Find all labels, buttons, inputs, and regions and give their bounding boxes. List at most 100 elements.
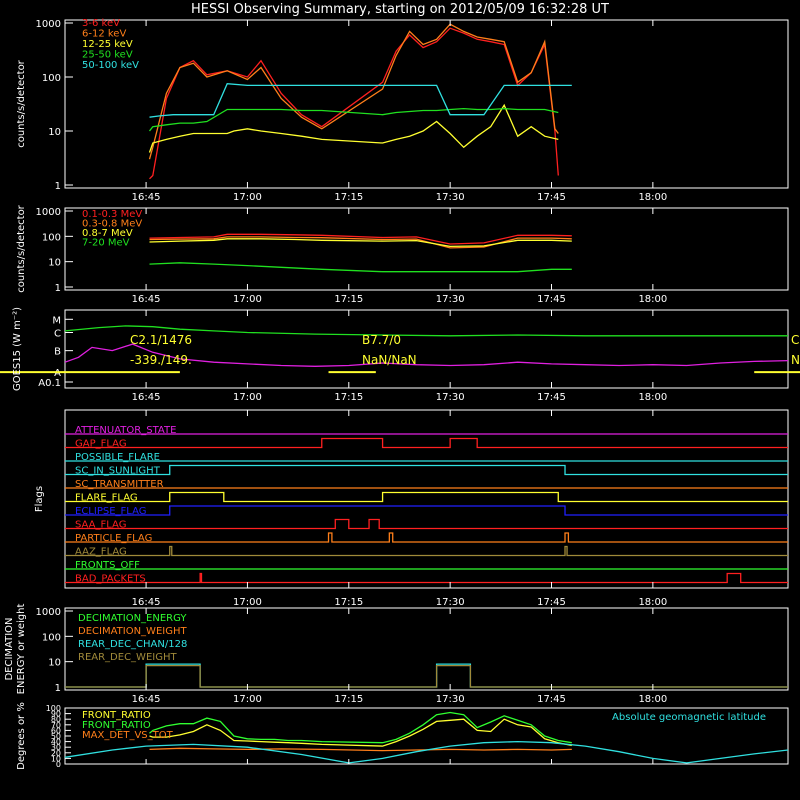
decimation-legend-entry: DECIMATION_ENERGY — [78, 613, 187, 624]
decimation-legend-entry: REAR_DEC_CHAN/128 — [78, 639, 187, 650]
flag-trace — [65, 464, 788, 476]
count-rates-series-line — [149, 27, 559, 180]
count-rates-legend-entry: 25-50 keV — [82, 50, 133, 61]
goes-ytick-label: M — [52, 315, 61, 326]
high-energy-tick-label: 17:15 — [334, 294, 363, 305]
ratios-ylabel: Degrees or % — [16, 702, 27, 770]
count-rates-legend-entry: 50-100 keV — [82, 60, 139, 71]
flag-label: FRONTS_OFF — [75, 560, 140, 571]
high-energy-frame — [64, 207, 789, 291]
goes-annotation: -339./149. — [130, 353, 192, 367]
high-energy-ytick-label: 1000 — [36, 207, 61, 218]
ratios-legend-entry: MAX_DET_VS_TOT — [82, 730, 174, 741]
goes-tick-label: 17:00 — [233, 392, 262, 403]
flag-label: SAA_FLAG — [75, 520, 126, 531]
flag-trace — [65, 572, 788, 584]
decimation-legend-entry: REAR_DEC_WEIGHT — [78, 652, 177, 663]
flag-label: GAP_FLAG — [75, 439, 127, 450]
goes-tick-label: 18:00 — [638, 392, 667, 403]
count-rates-series-line — [148, 107, 559, 132]
count-rates-series-line — [149, 83, 572, 118]
flags-frame — [64, 409, 789, 589]
ratios-ytick-label: 50 — [51, 732, 61, 741]
ratios-series-line — [149, 718, 572, 747]
high-energy-legend-entry: 0.1-0.3 MeV — [82, 209, 142, 220]
flags-tick-label: 17:30 — [436, 597, 465, 608]
flag-trace — [65, 532, 788, 543]
count-rates-ytick-label: 1000 — [36, 19, 61, 30]
count-rates-legend-entry: 3-6 keV — [82, 18, 120, 29]
flag-trace — [65, 505, 788, 516]
count-rates-tick-label: 17:15 — [334, 192, 363, 203]
flag-trace — [65, 518, 788, 530]
decimation-ytick-label: 10 — [48, 658, 61, 669]
flags-tick-label: 17:45 — [537, 597, 566, 608]
high-energy-ytick-label: 100 — [42, 232, 61, 243]
flag-label: AAZ_FLAG — [75, 547, 127, 558]
decimation-ylabel: ENERGY or weight — [16, 604, 27, 695]
ratios-series-line — [149, 747, 572, 752]
flag-trace — [65, 545, 788, 557]
count-rates-ytick-label: 1 — [55, 181, 61, 192]
flag-trace — [65, 437, 788, 449]
decimation-tick-label: 16:45 — [132, 694, 161, 705]
high-energy-legend-entry: 7-20 MeV — [82, 238, 130, 249]
high-energy-tick-label: 18:00 — [638, 294, 667, 305]
high-energy-tick-label: 17:00 — [233, 294, 262, 305]
decimation-tick-label: 17:45 — [537, 694, 566, 705]
flags-tick-label: 17:00 — [233, 597, 262, 608]
high-energy-tick-label: 17:30 — [436, 294, 465, 305]
high-energy-tick-label: 17:45 — [537, 294, 566, 305]
high-energy-legend-entry: 0.8-7 MeV — [82, 228, 133, 239]
ratios-ytick-label: 80 — [51, 715, 61, 724]
decimation-tick-label: 17:00 — [233, 694, 262, 705]
high-energy-ytick-label: 10 — [48, 258, 61, 269]
count-rates-frame — [64, 19, 789, 189]
high-energy-tick-label: 16:45 — [132, 294, 161, 305]
flag-label: FLARE_FLAG — [75, 493, 138, 504]
high-energy-legend-entry: 0.3-0.8 MeV — [82, 219, 142, 230]
count-rates-tick-label: 17:00 — [233, 192, 262, 203]
high-energy-series-line — [149, 262, 572, 273]
high-energy-series-line — [149, 233, 572, 245]
high-energy-ylabel: counts/s/detector — [16, 204, 27, 292]
goes-ytick-label: A — [54, 368, 61, 379]
count-rates-series-line — [148, 103, 559, 153]
flags-tick-label: 17:15 — [334, 597, 363, 608]
count-rates-ylabel: counts/s/detector — [16, 59, 27, 147]
ratios-ytick-label: 70 — [51, 721, 61, 730]
ratios-ytick-label: 60 — [51, 726, 61, 735]
decimation-ytick-label: 100 — [42, 632, 61, 643]
flag-label: SC_TRANSMITTER — [75, 479, 164, 490]
high-energy-series-line — [149, 238, 572, 248]
decimation-tick-label: 18:00 — [638, 694, 667, 705]
goes-series-line — [64, 325, 788, 337]
decimation-tick-label: 17:30 — [436, 694, 465, 705]
ratios-ytick-label: 20 — [51, 749, 61, 758]
decimation-legend-entry: DECIMATION_WEIGHT — [78, 626, 187, 637]
goes-annotation: C — [791, 333, 799, 347]
ratios-annotation: Absolute geomagnetic latitude — [612, 712, 766, 723]
count-rates-tick-label: 16:45 — [132, 192, 161, 203]
count-rates-tick-label: 17:30 — [436, 192, 465, 203]
decimation-ylabel: DECIMATION — [4, 617, 15, 680]
decimation-series-line — [65, 664, 788, 688]
decimation-ytick-label: 1 — [55, 683, 61, 694]
decimation-frame — [64, 607, 789, 691]
ratios-ytick-label: 40 — [51, 738, 61, 747]
goes-annotation: NaN/NaN — [362, 353, 417, 367]
ratios-series-line — [64, 740, 789, 764]
flags-tick-label: 18:00 — [638, 597, 667, 608]
ratios-ytick-label: 10 — [51, 754, 61, 763]
goes-ylabel: GOES15 (W m⁻²) — [12, 307, 23, 391]
count-rates-series-line — [148, 23, 559, 160]
ratios-series-line — [149, 711, 572, 744]
goes-ytick-label: B — [54, 347, 61, 358]
goes-tick-label: 17:30 — [436, 392, 465, 403]
goes-ytick-label: C — [54, 329, 61, 340]
ratios-ytick-label: 100 — [46, 704, 61, 713]
flag-label: POSSIBLE_FLARE — [75, 452, 160, 463]
goes-tick-label: 17:15 — [334, 392, 363, 403]
